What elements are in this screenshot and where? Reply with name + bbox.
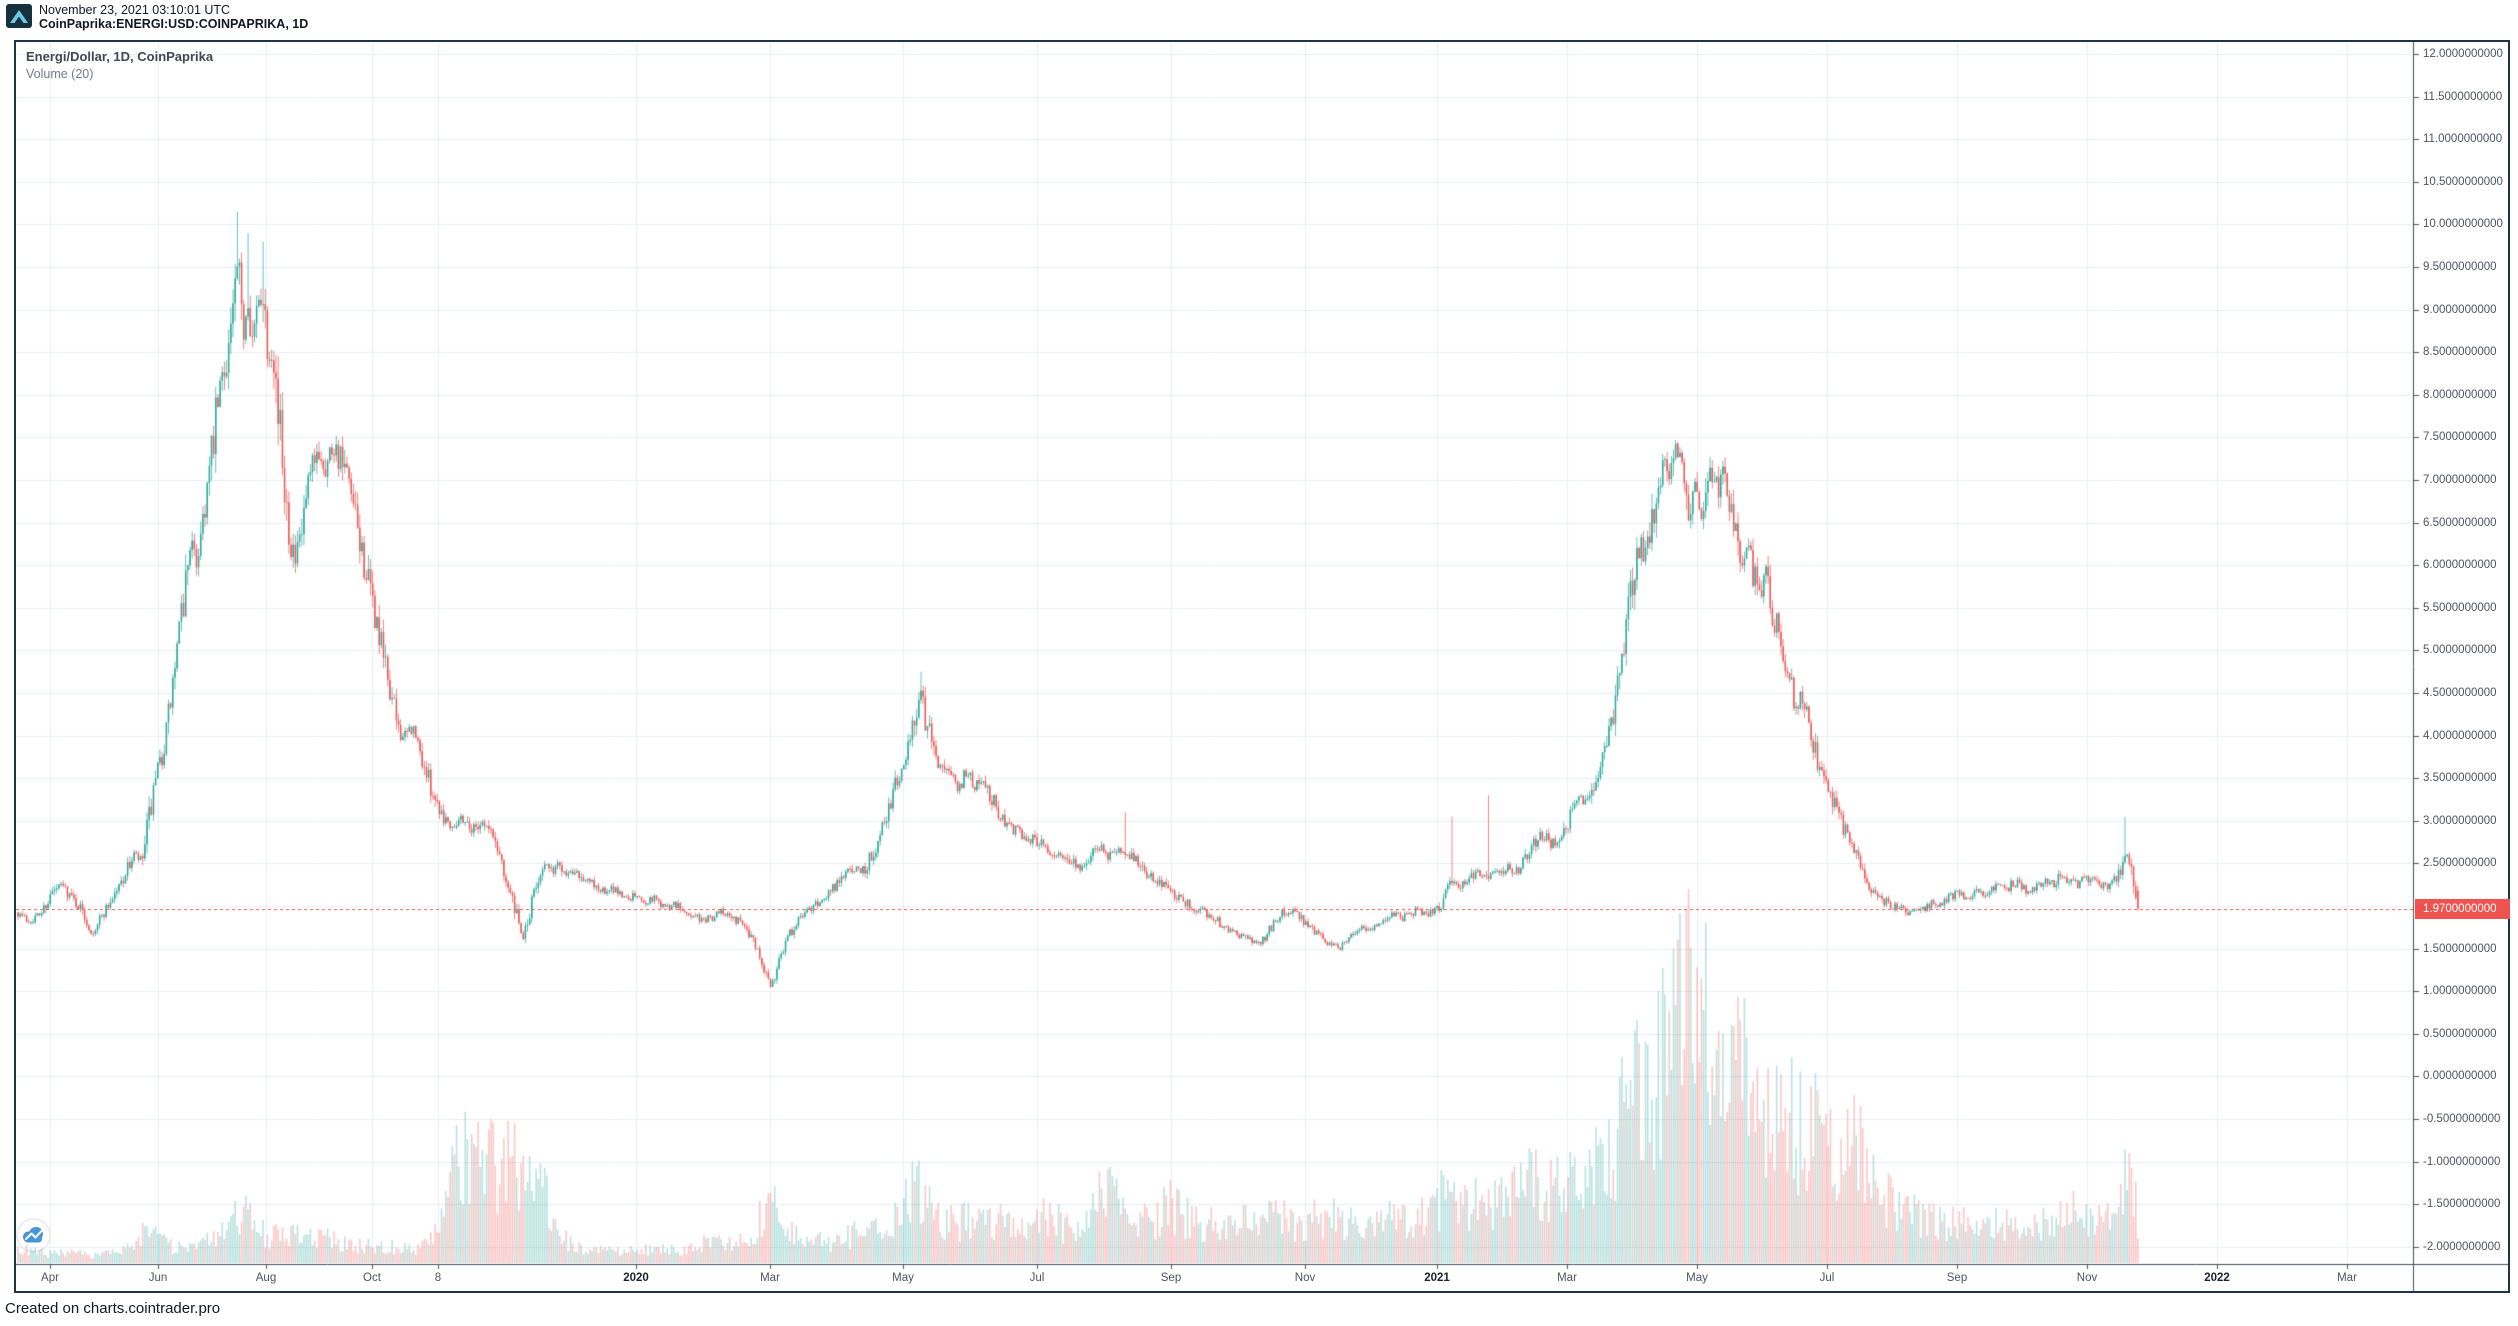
time-axis-label: Aug — [255, 1272, 277, 1284]
price-axis-label: 12.0000000000 — [2423, 48, 2503, 60]
price-axis-label: 1.0000000000 — [2423, 985, 2497, 998]
time-axis-label: 8 — [434, 1272, 442, 1284]
price-axis-label: 8.0000000000 — [2423, 388, 2497, 401]
time-axis-label: Sep — [1946, 1272, 1968, 1284]
price-axis-label: 0.0000000000 — [2423, 1070, 2497, 1083]
price-axis-label: -1.0000000000 — [2423, 1155, 2501, 1168]
price-axis-label: 11.5000000000 — [2423, 90, 2503, 103]
price-axis-label: 0.5000000000 — [2423, 1027, 2497, 1040]
footer-credit: Created on charts.cointrader.pro — [5, 1300, 221, 1317]
chart-canvas[interactable] — [16, 42, 2508, 1291]
last-price-badge: 1.9700000000 — [2415, 898, 2510, 919]
header-timestamp: November 23, 2021 03:10:01 UTC — [39, 3, 231, 17]
price-axis-label: 7.0000000000 — [2423, 474, 2497, 486]
time-axis-label: Mar — [760, 1272, 780, 1284]
price-axis-label: 8.5000000000 — [2423, 346, 2497, 359]
price-axis-label: 7.5000000000 — [2423, 431, 2497, 444]
time-axis-label: 2022 — [2204, 1272, 2230, 1284]
price-axis-label: 3.5000000000 — [2423, 772, 2497, 785]
time-axis-label: Jul — [1819, 1272, 1835, 1284]
time-axis-label: Oct — [363, 1272, 381, 1284]
price-axis-label: 9.5000000000 — [2423, 261, 2497, 273]
time-axis-label: 2020 — [623, 1272, 649, 1284]
price-axis-label: 6.0000000000 — [2423, 559, 2497, 572]
cointrader-logo-icon — [6, 4, 32, 28]
header-text: November 23, 2021 03:10:01 UTC CoinPapri… — [39, 3, 308, 31]
time-axis-label: Jun — [148, 1272, 168, 1284]
price-axis-label: 6.5000000000 — [2423, 516, 2497, 529]
price-axis-label: -0.5000000000 — [2423, 1113, 2501, 1125]
time-axis-label: Apr — [41, 1272, 59, 1284]
price-axis-label: 10.0000000000 — [2423, 218, 2503, 231]
price-axis-label: 9.0000000000 — [2423, 303, 2497, 316]
time-axis-label: May — [892, 1272, 914, 1284]
price-axis-label: -2.0000000000 — [2423, 1240, 2501, 1253]
price-axis-label: 10.5000000000 — [2423, 175, 2503, 188]
time-axis-label: May — [1686, 1272, 1708, 1284]
price-axis-label: 2.5000000000 — [2423, 857, 2497, 870]
price-axis-label: 5.0000000000 — [2423, 644, 2497, 657]
price-axis-label: 11.0000000000 — [2423, 133, 2503, 146]
time-axis-label: Sep — [1160, 1272, 1182, 1284]
app-header: November 23, 2021 03:10:01 UTC CoinPapri… — [6, 3, 308, 39]
time-axis-label: Mar — [1557, 1272, 1577, 1284]
header-symbol: CoinPaprika:ENERGI:USD:COINPAPRIKA, 1D — [39, 17, 309, 31]
price-axis-label: 3.0000000000 — [2423, 814, 2497, 827]
time-axis-label: Nov — [1294, 1272, 1316, 1284]
price-axis-label: -1.5000000000 — [2423, 1198, 2501, 1211]
time-axis-label: Nov — [2076, 1272, 2098, 1284]
time-axis-label: Mar — [2337, 1272, 2357, 1284]
price-axis-label: 5.5000000000 — [2423, 601, 2497, 614]
time-axis-label: Jul — [1029, 1272, 1045, 1284]
price-axis-label: 1.5000000000 — [2423, 942, 2497, 955]
price-axis-label: 4.5000000000 — [2423, 687, 2497, 699]
price-axis-label: 4.0000000000 — [2423, 729, 2497, 742]
time-axis-label: 2021 — [1424, 1272, 1450, 1284]
